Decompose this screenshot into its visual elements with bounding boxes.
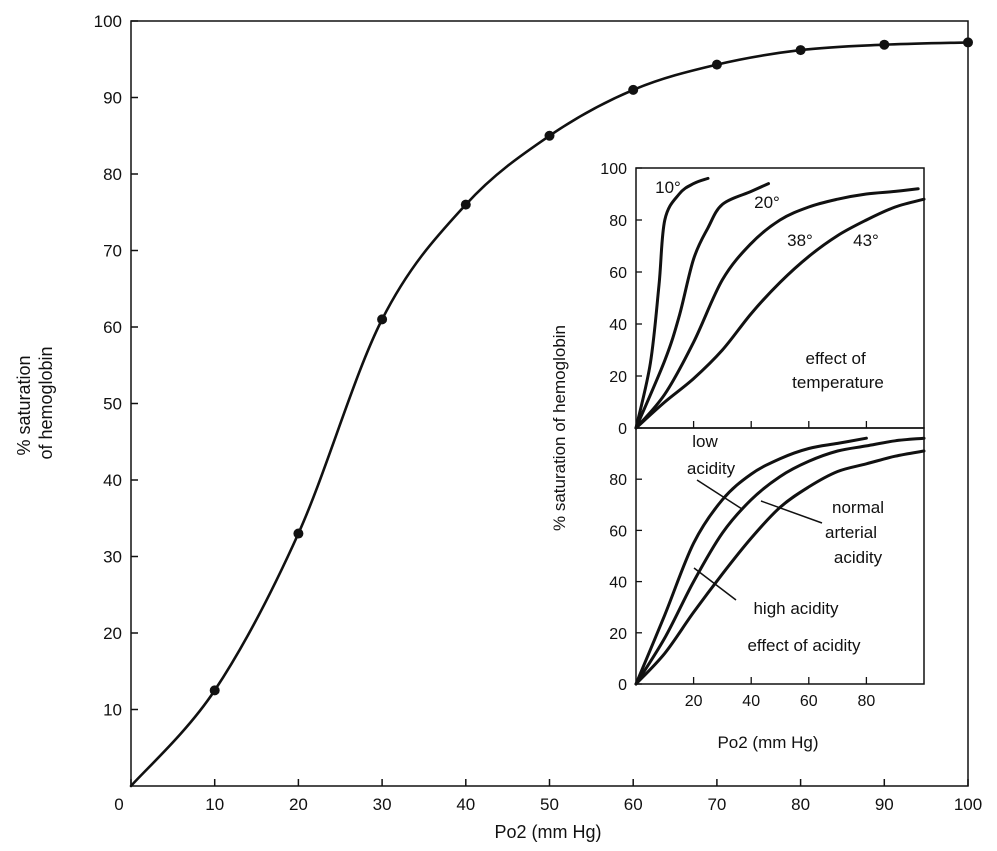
inset-acid-x-tick-label: 80 bbox=[858, 693, 876, 710]
inset-acid-x-tick-label: 60 bbox=[800, 693, 818, 710]
inset-acid-series-label: low acidity bbox=[687, 432, 736, 478]
main-tick-marks bbox=[130, 20, 969, 786]
inset-temp-y-tick-label: 40 bbox=[609, 317, 627, 334]
main-x-tick-label: 60 bbox=[624, 795, 643, 814]
main-y-tick-labels: 10 20 30 40 50 60 70 80 90 100 bbox=[94, 12, 122, 720]
inset-temp-annotation-line2: temperature bbox=[792, 373, 884, 392]
main-data-point bbox=[209, 685, 220, 696]
inset-temp-y-tick-label: 60 bbox=[609, 265, 627, 282]
main-y-tick-label: 50 bbox=[103, 395, 122, 414]
inset-acid-annotation: effect of acidity bbox=[747, 636, 861, 655]
main-y-tick-label: 10 bbox=[103, 701, 122, 720]
main-x-tick-label: 100 bbox=[954, 795, 982, 814]
inset-acid-series-label: high acidity bbox=[753, 599, 839, 618]
main-data-point bbox=[293, 528, 304, 539]
inset-acid-leader-line bbox=[760, 500, 823, 524]
main-x-tick-label: 20 bbox=[289, 795, 308, 814]
inset-temp-series-label: 38° bbox=[787, 231, 813, 250]
main-data-point bbox=[795, 45, 806, 56]
main-x-tick-labels: 0 10 20 30 40 50 60 70 80 90 100 bbox=[114, 795, 982, 814]
inset-acid-y-tick-label: 20 bbox=[609, 626, 627, 643]
inset-temp-y-tick-label: 20 bbox=[609, 369, 627, 386]
inset-temp-curve bbox=[634, 182, 770, 430]
main-data-point bbox=[711, 59, 722, 70]
inset-background bbox=[634, 166, 926, 686]
main-y-label-line2: of hemoglobin bbox=[36, 346, 56, 459]
main-series bbox=[129, 37, 973, 788]
inset-temperature-panel: 0 20 40 60 80 100 10° 20° 38° 43° effect of temp… bbox=[600, 161, 926, 438]
main-y-axis-label: % saturation of hemoglobin bbox=[14, 346, 56, 459]
main-y-tick-label: 40 bbox=[103, 471, 122, 490]
main-x-tick-label: 50 bbox=[540, 795, 559, 814]
main-x-tick-label: 40 bbox=[456, 795, 475, 814]
inset-temp-annotation-line1: effect of bbox=[806, 349, 866, 368]
main-x-tick-label: 70 bbox=[707, 795, 726, 814]
inset-temp-y-tick-labels: 0 20 40 60 80 100 bbox=[600, 161, 627, 438]
inset-acid-y-tick-label: 60 bbox=[609, 523, 627, 540]
main-y-tick-label: 60 bbox=[103, 318, 122, 337]
inset-temp-annotation: effect of temperature bbox=[792, 349, 884, 392]
inset-temp-series-labels: 10° 20° 38° 43° bbox=[655, 178, 879, 250]
inset-acid-leader-line bbox=[693, 567, 737, 601]
main-y-tick-label: 80 bbox=[103, 165, 122, 184]
inset-acid-x-tick-labels: 20 40 60 80 bbox=[685, 693, 876, 710]
main-x-axis-label: Po2 (mm Hg) bbox=[494, 822, 601, 842]
inset-temp-y-tick-label: 100 bbox=[600, 161, 627, 178]
main-chart: 0 10 20 30 40 50 60 70 80 90 100 10 20 30 40 50 60 70 80 9… bbox=[14, 12, 982, 842]
main-data-point bbox=[963, 37, 973, 48]
inset-acid-callouts: low acidity normal arterial acidity high acid… bbox=[687, 432, 884, 618]
inset-acid-y-tick-label: 80 bbox=[609, 472, 627, 489]
main-x-tick-label: 10 bbox=[205, 795, 224, 814]
inset-temp-y-tick-label: 80 bbox=[609, 213, 627, 230]
main-x-tick-label: 90 bbox=[875, 795, 894, 814]
inset-acidity-panel: 0 20 40 60 80 20 40 60 80 low acidity normal arter… bbox=[609, 427, 926, 752]
inset-temp-curve bbox=[634, 197, 926, 430]
inset-temp-y-tick-label: 0 bbox=[618, 421, 627, 438]
main-data-point bbox=[544, 130, 555, 141]
main-data-point bbox=[460, 199, 471, 210]
inset-temp-curve bbox=[634, 187, 920, 430]
main-data-point bbox=[879, 39, 890, 50]
inset-acid-x-tick-label: 40 bbox=[742, 693, 760, 710]
main-x-tick-label: 0 bbox=[114, 795, 123, 814]
inset: 0 20 40 60 80 100 10° 20° 38° 43° effect of temp… bbox=[550, 161, 926, 752]
main-y-tick-label: 30 bbox=[103, 548, 122, 567]
inset-temp-series bbox=[634, 176, 926, 430]
inset-x-axis-label: Po2 (mm Hg) bbox=[717, 733, 818, 752]
inset-temp-series-label: 10° bbox=[655, 178, 681, 197]
main-x-tick-label: 30 bbox=[373, 795, 392, 814]
inset-acid-y-tick-labels: 0 20 40 60 80 bbox=[609, 472, 627, 694]
inset-y-axis-label: % saturation of hemoglobin bbox=[550, 325, 569, 531]
main-x-tick-label: 80 bbox=[791, 795, 810, 814]
inset-acid-curve bbox=[634, 436, 868, 686]
inset-acid-series-label: normal arterial acidity bbox=[825, 498, 884, 567]
main-y-tick-label: 70 bbox=[103, 242, 122, 261]
main-y-tick-label: 100 bbox=[94, 12, 122, 31]
main-y-tick-label: 90 bbox=[103, 89, 122, 108]
inset-temp-series-label: 43° bbox=[853, 231, 879, 250]
main-y-label-line1: % saturation bbox=[14, 355, 34, 455]
main-data-point bbox=[377, 314, 388, 325]
inset-acid-curve bbox=[634, 436, 926, 686]
inset-temp-series-label: 20° bbox=[754, 193, 780, 212]
main-data-point bbox=[628, 84, 639, 95]
main-y-tick-label: 20 bbox=[103, 624, 122, 643]
inset-acid-y-tick-label: 0 bbox=[618, 677, 627, 694]
inset-acid-x-tick-label: 20 bbox=[685, 693, 703, 710]
inset-acid-y-tick-label: 40 bbox=[609, 575, 627, 592]
inset-temp-curve bbox=[634, 176, 710, 430]
inset-acid-leader-line bbox=[696, 479, 743, 510]
inset-acid-frame bbox=[635, 427, 925, 685]
